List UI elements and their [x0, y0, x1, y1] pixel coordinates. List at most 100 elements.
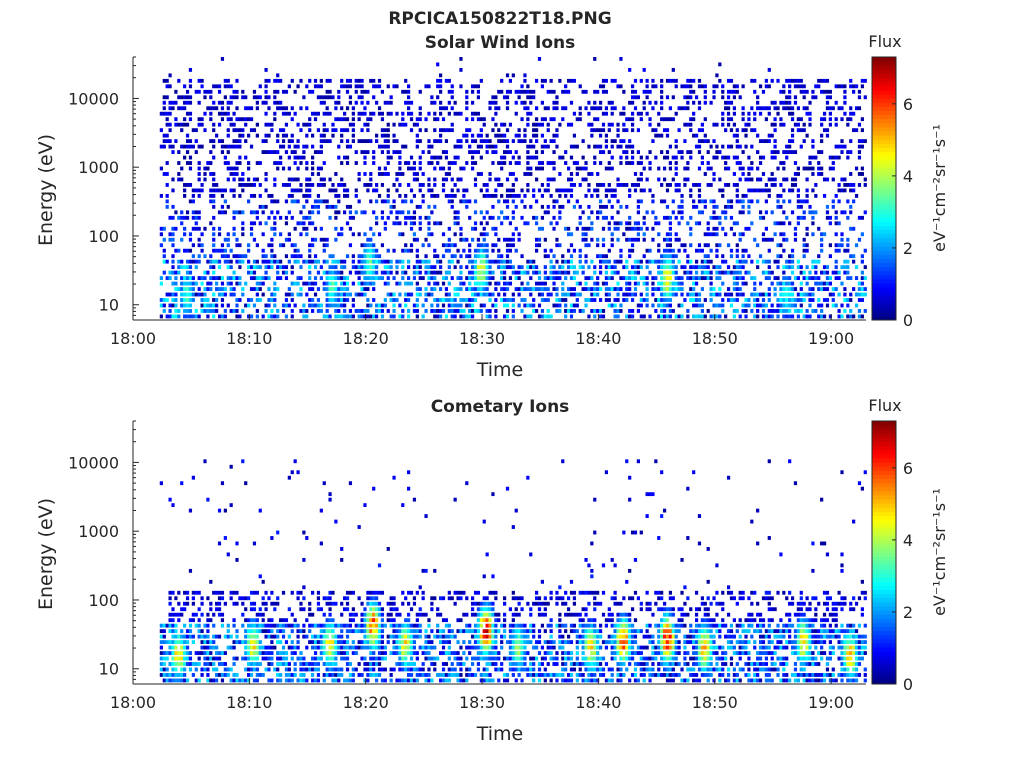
- heatmap-cell: [412, 193, 417, 198]
- heatmap-cell: [825, 281, 830, 286]
- heatmap-cell: [177, 314, 181, 319]
- heatmap-cell: [834, 144, 838, 149]
- heatmap-cell: [863, 248, 867, 253]
- heatmap-cell: [258, 629, 262, 634]
- heatmap-cell: [697, 314, 702, 319]
- heatmap-cell: [601, 254, 606, 259]
- heatmap-cell: [252, 667, 257, 672]
- heatmap-cell: [206, 161, 210, 165]
- heatmap-cell: [654, 287, 658, 291]
- heatmap-cell: [732, 232, 736, 237]
- heatmap-cell: [802, 166, 806, 171]
- heatmap-cell: [712, 95, 716, 100]
- heatmap-cell: [473, 270, 478, 275]
- heatmap-cell: [200, 183, 204, 187]
- heatmap-cell: [799, 270, 803, 275]
- heatmap-cell: [215, 651, 219, 655]
- heatmap-cell: [276, 640, 280, 645]
- heatmap-cell: [843, 100, 847, 105]
- heatmap-cell: [700, 161, 704, 165]
- heatmap-cell: [450, 128, 454, 133]
- heatmap-cell: [767, 265, 771, 270]
- heatmap-cell: [450, 122, 454, 127]
- heatmap-cell: [491, 292, 495, 297]
- heatmap-cell: [590, 221, 594, 226]
- heatmap-cell: [703, 139, 707, 144]
- heatmap-cell: [546, 106, 550, 111]
- heatmap-cell: [674, 155, 678, 160]
- heatmap-cell: [328, 270, 332, 275]
- heatmap-cell: [217, 259, 222, 264]
- heatmap-cell: [665, 265, 670, 270]
- heatmap-cell: [407, 95, 411, 100]
- heatmap-cell: [273, 645, 277, 650]
- heatmap-cell: [590, 276, 594, 281]
- heatmap-cell: [162, 254, 166, 259]
- heatmap-cell: [348, 144, 353, 149]
- heatmap-cell: [241, 89, 245, 94]
- heatmap-cell: [785, 95, 789, 100]
- heatmap-cell: [709, 259, 713, 264]
- heatmap-cell: [770, 133, 774, 138]
- heatmap-cell: [657, 265, 661, 270]
- heatmap-cell: [500, 89, 504, 94]
- heatmap-cell: [209, 150, 213, 154]
- heatmap-cell: [305, 281, 309, 286]
- heatmap-cell: [427, 243, 431, 248]
- heatmap-cell: [212, 248, 216, 253]
- heatmap-cell: [811, 276, 815, 281]
- heatmap-cell: [532, 259, 536, 264]
- heatmap-cell: [613, 139, 617, 144]
- heatmap-cell: [337, 210, 341, 215]
- heatmap-cell: [415, 117, 419, 122]
- heatmap-cell: [450, 204, 454, 209]
- heatmap-cell: [331, 204, 335, 209]
- heatmap-cell: [732, 155, 736, 160]
- heatmap-cell: [293, 254, 297, 259]
- heatmap-cell: [258, 204, 262, 209]
- heatmap-cell: [447, 292, 451, 297]
- heatmap-cell: [238, 193, 242, 198]
- heatmap-cell: [380, 314, 385, 319]
- heatmap-cell: [828, 89, 832, 94]
- heatmap-cell: [540, 193, 545, 198]
- heatmap-cell: [761, 215, 766, 220]
- heatmap-cell: [534, 133, 539, 138]
- heatmap-cell: [779, 89, 783, 94]
- heatmap-cell: [630, 128, 635, 133]
- heatmap-cell: [857, 144, 862, 149]
- heatmap-cell: [395, 150, 399, 154]
- heatmap-cell: [450, 254, 454, 259]
- heatmap-cell: [281, 303, 286, 308]
- heatmap-cell: [534, 166, 539, 171]
- colorbar-segment: [872, 114, 896, 120]
- heatmap-cell: [532, 122, 536, 127]
- heatmap-cell: [782, 265, 786, 270]
- heatmap-cell: [360, 111, 364, 116]
- heatmap-cell: [255, 612, 259, 617]
- heatmap-cell: [802, 139, 806, 144]
- heatmap-cell: [622, 150, 626, 154]
- heatmap-cell: [834, 221, 838, 226]
- heatmap-cell: [398, 155, 402, 160]
- heatmap-cell: [252, 270, 257, 275]
- heatmap-cell: [587, 172, 591, 176]
- heatmap-cell: [357, 270, 361, 275]
- heatmap-cell: [377, 172, 382, 176]
- heatmap-cell: [729, 303, 734, 308]
- heatmap-cell: [183, 226, 187, 231]
- colorbar-segment: [872, 155, 896, 161]
- heatmap-cell: [180, 640, 184, 645]
- heatmap-cell: [854, 265, 859, 270]
- heatmap-cell: [636, 150, 640, 154]
- heatmap-cell: [639, 78, 643, 83]
- heatmap-cell: [738, 144, 742, 149]
- heatmap-cell: [235, 139, 239, 144]
- heatmap-cell: [215, 303, 219, 308]
- heatmap-cell: [247, 298, 251, 302]
- heatmap-cell: [674, 144, 678, 149]
- heatmap-cell: [686, 276, 690, 281]
- heatmap-cell: [450, 276, 454, 281]
- heatmap-cell: [171, 640, 175, 645]
- heatmap-cell: [313, 226, 318, 231]
